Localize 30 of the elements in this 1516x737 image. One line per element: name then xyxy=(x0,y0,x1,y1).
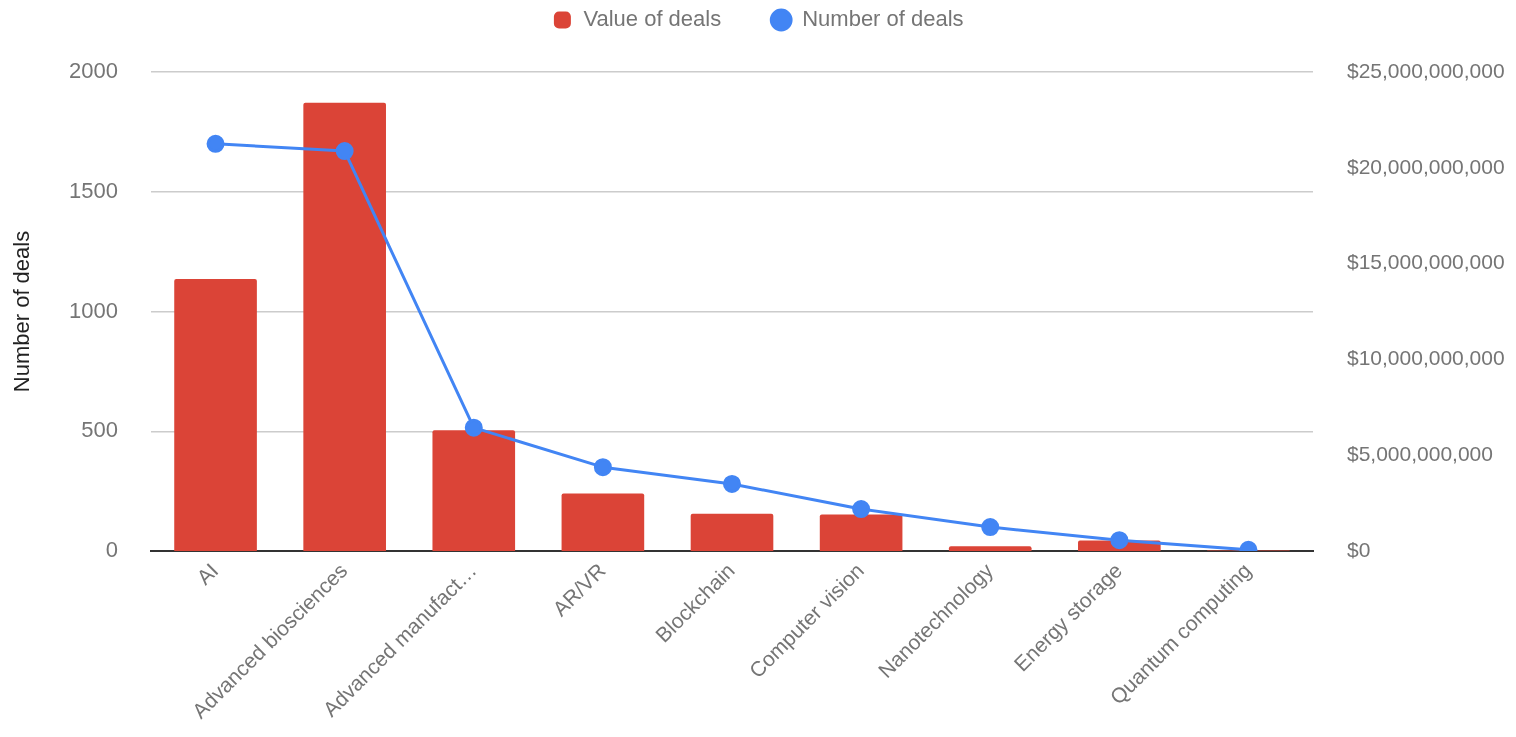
y2-tick-label: $20,000,000,000 xyxy=(1347,154,1505,178)
y-tick-label: 1000 xyxy=(69,297,118,323)
bar xyxy=(432,430,516,551)
point xyxy=(335,142,354,161)
bar xyxy=(690,513,774,551)
point xyxy=(593,458,612,477)
legend-label: Number of deals xyxy=(802,6,964,32)
bar xyxy=(174,278,257,551)
y-tick-label: 2000 xyxy=(69,58,118,84)
y-tick-label: 1500 xyxy=(69,177,118,203)
point xyxy=(981,518,1000,537)
legend-label: Value of deals xyxy=(583,6,722,32)
point xyxy=(464,418,483,437)
bar xyxy=(819,514,903,551)
y2-tick-label: $15,000,000,000 xyxy=(1347,250,1505,274)
y-axis-title: Number of deals xyxy=(9,230,35,393)
y2-tick-label: $0 xyxy=(1347,537,1371,561)
y-tick-label: 500 xyxy=(81,417,118,443)
y2-tick-label: $25,000,000,000 xyxy=(1347,58,1505,82)
y-tick-label: 0 xyxy=(105,537,118,563)
bar xyxy=(948,546,1032,551)
bar xyxy=(561,493,645,551)
y2-tick-label: $10,000,000,000 xyxy=(1347,346,1505,370)
y2-tick-label: $5,000,000,000 xyxy=(1347,442,1493,465)
point xyxy=(723,474,741,493)
point xyxy=(852,500,871,519)
x-tick-label: AI xyxy=(192,558,223,589)
point xyxy=(206,134,225,153)
point xyxy=(1110,531,1129,550)
bar xyxy=(303,102,386,551)
